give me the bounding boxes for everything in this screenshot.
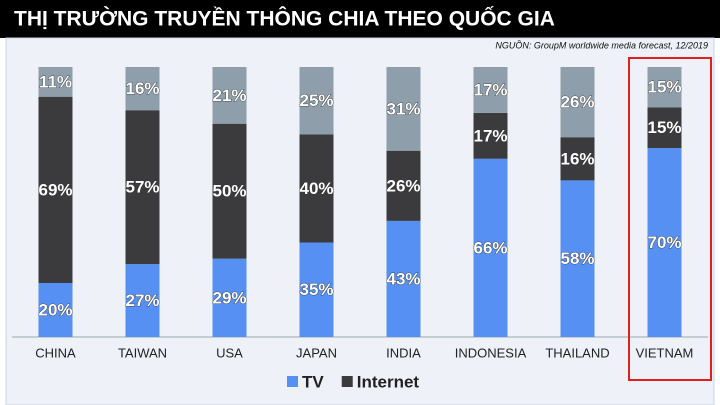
- bar-segment: [299, 134, 334, 243]
- bar-segment: [647, 107, 682, 148]
- bar-segment: [647, 148, 682, 337]
- x-tick-label: THAILAND: [545, 345, 609, 360]
- x-tick-label: CHINA: [35, 345, 76, 360]
- bar-segment: [212, 258, 247, 337]
- legend-label: TV: [302, 372, 324, 391]
- bar-segment: [299, 242, 334, 337]
- bar-segment: [473, 112, 508, 159]
- bar-segment: [560, 67, 595, 138]
- bar-segment: [386, 67, 421, 151]
- bar-segment: [38, 67, 73, 97]
- data-label: 66%: [473, 238, 507, 257]
- x-tick-label: VIETNAM: [636, 345, 694, 360]
- data-label: 35%: [299, 280, 333, 299]
- data-label: 11%: [39, 72, 72, 91]
- data-label: 40%: [299, 179, 333, 198]
- bar-segment: [473, 67, 508, 113]
- data-label: 17%: [473, 80, 507, 99]
- bar-segment: [38, 96, 73, 283]
- bar-segment: [125, 67, 160, 111]
- data-label: 50%: [212, 182, 246, 201]
- bar-segment: [560, 180, 595, 337]
- chart-title: THỊ TRƯỜNG TRUYỀN THÔNG CHIA THEO QUỐC G…: [14, 7, 555, 31]
- title-bar: [0, 0, 720, 38]
- bar-segment: [473, 158, 508, 337]
- bar-segment: [647, 67, 682, 108]
- data-label: 58%: [560, 249, 594, 268]
- legend-label: Internet: [357, 372, 420, 391]
- data-label: 70%: [647, 233, 681, 252]
- bar-segment: [125, 110, 160, 265]
- data-label: 26%: [386, 176, 420, 195]
- bar-segment: [212, 123, 247, 259]
- bar-segment: [299, 67, 334, 135]
- x-tick-label: INDONESIA: [455, 345, 527, 360]
- bar-segment: [560, 137, 595, 181]
- data-label: 27%: [125, 291, 159, 310]
- bar-segment: [386, 150, 421, 221]
- x-tick-label: INDIA: [386, 345, 421, 360]
- data-label: 31%: [386, 99, 420, 118]
- legend-swatch: [341, 376, 353, 387]
- data-label: 15%: [647, 78, 681, 97]
- x-tick-label: JAPAN: [296, 345, 337, 360]
- data-label: 69%: [38, 180, 72, 199]
- data-label: 16%: [560, 149, 594, 168]
- data-label: 43%: [386, 269, 420, 288]
- data-label: 17%: [473, 126, 507, 145]
- source-note: NGUỒN: GroupM worldwide media forecast, …: [495, 39, 708, 50]
- data-label: 16%: [125, 79, 159, 98]
- x-tick-label: TAIWAN: [118, 345, 167, 360]
- data-label: 29%: [212, 288, 246, 307]
- data-label: 25%: [299, 91, 333, 110]
- data-label: 26%: [560, 93, 594, 112]
- plot-background: [5, 37, 715, 405]
- bar-segment: [386, 220, 421, 337]
- bar-segment: [212, 67, 247, 124]
- bar-segment: [125, 264, 160, 337]
- data-label: 20%: [38, 300, 72, 319]
- legend-swatch: [287, 376, 298, 387]
- data-label: 21%: [212, 86, 246, 105]
- highlight-box: [628, 57, 712, 381]
- x-tick-label: USA: [216, 345, 243, 360]
- bar-segment: [38, 283, 73, 337]
- data-label: 57%: [125, 178, 159, 197]
- data-label: 15%: [647, 118, 681, 137]
